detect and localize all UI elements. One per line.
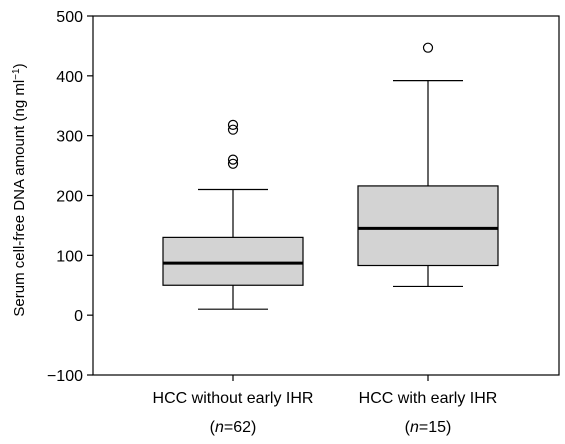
- y-tick-label: 400: [56, 69, 83, 86]
- y-tick-label: 100: [56, 248, 83, 265]
- y-axis-title: Serum cell-free DNA amount (ng ml−1): [11, 63, 29, 316]
- y-tick-label: 0: [74, 308, 83, 325]
- box-layer: [162, 42, 499, 310]
- category-n-label-0: (n=62): [210, 419, 257, 436]
- category-labels: HCC without early IHR (n=62) HCC with ea…: [153, 390, 498, 436]
- y-tick-label: 300: [56, 129, 83, 146]
- outlier-point: [422, 42, 434, 53]
- n-prefix-0: (: [210, 419, 216, 436]
- category-label-0: HCC without early IHR: [153, 390, 314, 407]
- n-symbol-1: n: [410, 419, 419, 436]
- y-tick-label: 200: [56, 189, 83, 206]
- axis-layer: −100 0 100 200 300 400 500: [47, 9, 560, 385]
- outlier-point: [227, 119, 239, 130]
- y-tick-label: −100: [47, 368, 83, 385]
- n-prefix-1: (: [405, 419, 411, 436]
- interquartile-box: [162, 236, 304, 286]
- y-tick-label: 500: [56, 9, 83, 26]
- outlier-point: [227, 158, 239, 169]
- n-value-0: =62): [224, 419, 256, 436]
- box-group-0: [162, 119, 304, 310]
- n-value-1: =15): [419, 419, 451, 436]
- y-axis-title-superscript: −1: [11, 68, 22, 80]
- outlier-point: [227, 124, 239, 135]
- y-axis-title-close: ): [11, 63, 28, 68]
- box-group-1: [357, 42, 499, 288]
- n-symbol-0: n: [215, 419, 224, 436]
- interquartile-box: [357, 185, 499, 267]
- category-n-label-1: (n=15): [405, 419, 452, 436]
- y-axis-title-main: Serum cell-free DNA amount (ng ml: [11, 80, 28, 317]
- category-label-1: HCC with early IHR: [359, 390, 498, 407]
- outlier-point: [227, 154, 239, 165]
